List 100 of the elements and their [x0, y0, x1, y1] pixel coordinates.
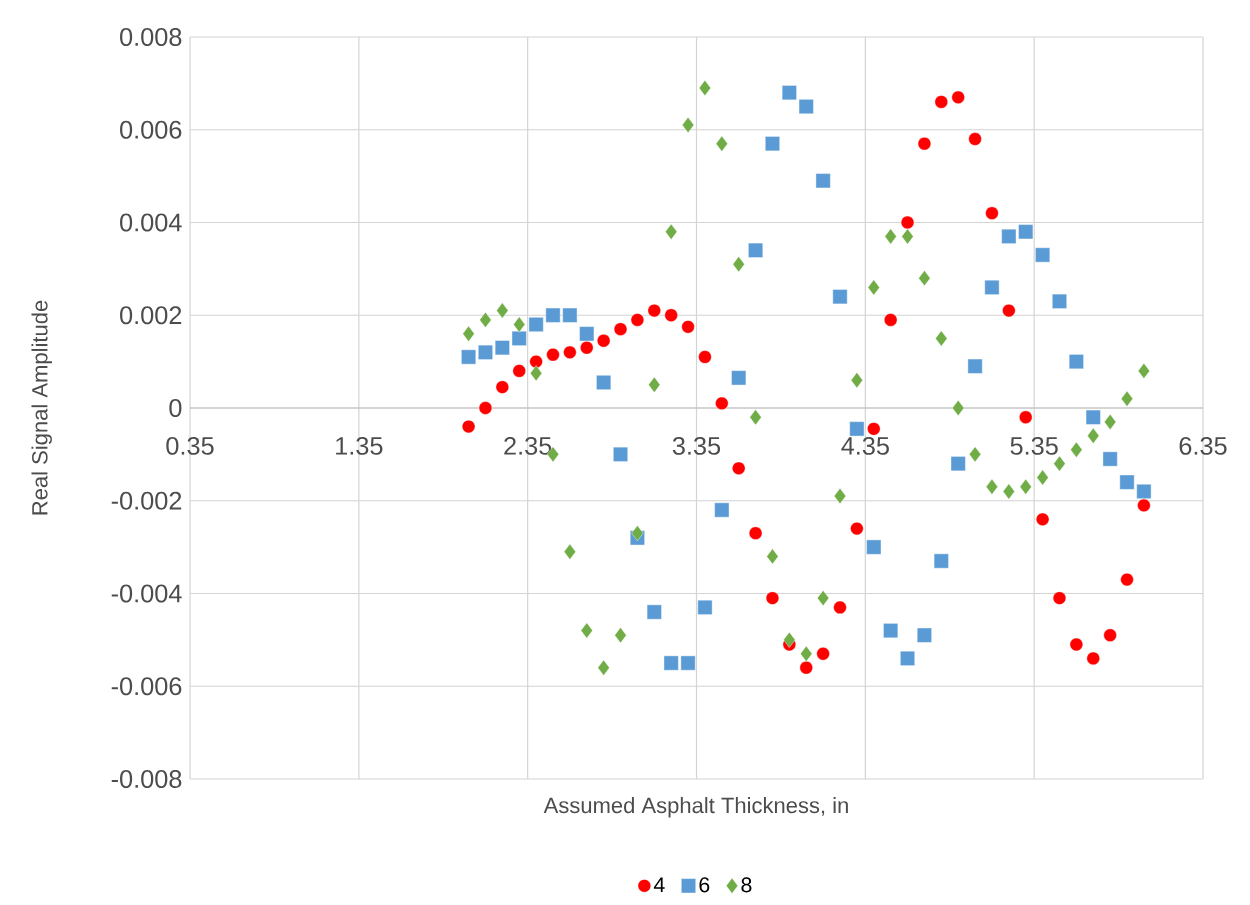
point: [1136, 484, 1152, 499]
point: [562, 307, 578, 323]
point: [967, 358, 983, 374]
point: [867, 422, 881, 436]
point: [1085, 409, 1101, 425]
x-tick-label: 2.35: [504, 436, 552, 455]
point: [1035, 247, 1050, 263]
x-tick-label: 1.35: [336, 436, 383, 455]
point: [765, 136, 780, 152]
point: [1019, 410, 1033, 424]
point: [546, 348, 560, 362]
point: [697, 600, 713, 615]
point: [715, 396, 729, 410]
x-axis-title: Assumed Asphalt Thickness, in: [543, 797, 848, 818]
point: [1036, 512, 1050, 526]
point: [613, 322, 628, 336]
point: [850, 372, 863, 389]
point: [748, 526, 763, 540]
point: [646, 604, 662, 620]
point: [545, 307, 561, 323]
point: [1036, 469, 1049, 486]
point: [1019, 478, 1032, 495]
point: [884, 228, 897, 245]
point: [648, 376, 661, 393]
point: [969, 446, 982, 463]
point: [1052, 293, 1067, 309]
point: [1070, 441, 1083, 458]
point: [1120, 572, 1134, 587]
y-tick-label: 0.008: [120, 28, 182, 46]
point: [834, 488, 847, 505]
point: [496, 302, 509, 319]
point: [530, 365, 543, 382]
y-axis-title: Real Signal Amplitude: [31, 300, 52, 515]
point: [817, 590, 830, 607]
point: [917, 627, 932, 643]
x-tick-label: 6.35: [1179, 436, 1227, 455]
point: [749, 409, 762, 426]
point: [798, 99, 814, 114]
point: [732, 461, 746, 475]
point: [663, 655, 679, 671]
point: [815, 173, 831, 189]
point: [732, 256, 745, 273]
point: [985, 478, 998, 495]
point: [528, 317, 544, 332]
x-tick-label: 4.35: [841, 436, 889, 455]
point: [917, 137, 932, 151]
point: [901, 228, 914, 245]
point: [511, 331, 527, 346]
point: [731, 370, 747, 386]
point: [1086, 651, 1100, 666]
point: [597, 659, 610, 676]
y-tick-label: 0.006: [120, 120, 182, 139]
point: [766, 548, 779, 565]
point: [529, 355, 543, 369]
point: [849, 421, 865, 437]
point: [462, 325, 475, 342]
y-tick-label: 0.002: [120, 306, 182, 325]
point: [613, 446, 628, 462]
point: [682, 117, 695, 134]
point: [494, 340, 510, 356]
point: [647, 304, 661, 318]
point: [866, 539, 882, 555]
point: [698, 80, 711, 96]
point: [781, 85, 797, 101]
y-tick-label: -0.004: [111, 584, 182, 603]
point: [900, 215, 915, 230]
point: [579, 326, 595, 342]
point: [597, 334, 611, 348]
point: [816, 647, 830, 661]
point: [984, 280, 1000, 295]
point: [681, 320, 695, 334]
point: [867, 279, 880, 296]
point: [968, 132, 982, 146]
point: [850, 521, 864, 536]
point: [580, 341, 594, 355]
point: [1002, 483, 1015, 500]
point: [799, 661, 813, 675]
point: [1002, 304, 1016, 318]
point: [800, 645, 813, 662]
x-tick-label: 3.35: [672, 436, 721, 455]
point: [1001, 229, 1017, 244]
point: [1121, 390, 1134, 407]
point: [748, 242, 763, 258]
point: [680, 655, 696, 671]
point: [783, 631, 796, 648]
point: [478, 401, 493, 415]
point: [580, 622, 593, 639]
legend-label: 6: [699, 877, 710, 893]
point: [884, 313, 898, 327]
point: [918, 270, 931, 287]
point: [461, 419, 476, 434]
point: [933, 553, 949, 569]
point: [512, 364, 526, 378]
point: [1069, 637, 1083, 652]
y-tick-label: 0.004: [120, 213, 182, 232]
point: [1137, 498, 1151, 512]
point: [934, 95, 948, 109]
point: [1052, 591, 1067, 605]
point: [614, 627, 627, 644]
point: [935, 330, 948, 347]
